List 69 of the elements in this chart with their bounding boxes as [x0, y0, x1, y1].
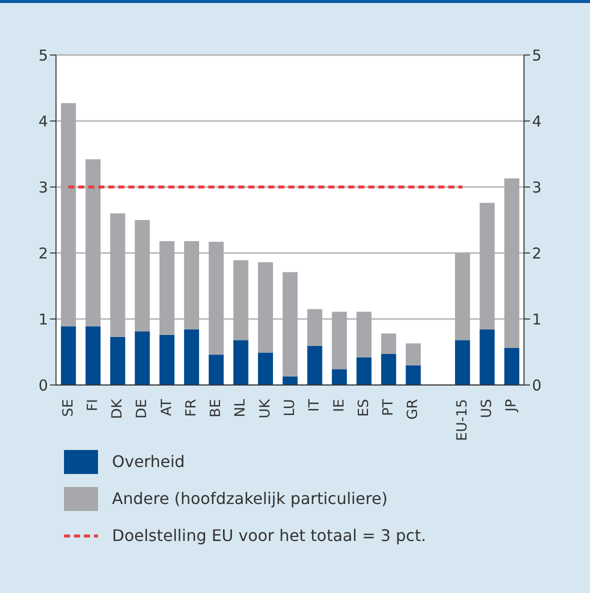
x-tick-label: FI: [84, 399, 101, 412]
legend-label: Doelstelling EU voor het totaal = 3 pct.: [112, 526, 426, 545]
y2-tick-label: 0: [532, 376, 542, 394]
bar: [282, 376, 298, 385]
bar: [356, 312, 372, 358]
x-tick-label: US: [479, 398, 496, 418]
bar: [282, 272, 298, 376]
x-tick-label: NL: [232, 398, 249, 418]
x-tick-label: GR: [405, 398, 422, 420]
x-tick-label: AT: [158, 398, 175, 416]
bar: [208, 242, 224, 355]
x-tick-label: DE: [134, 399, 150, 419]
y2-tick-label: 3: [532, 178, 542, 196]
y-tick-label: 3: [38, 178, 48, 196]
bar: [480, 202, 495, 330]
y2-tick-label: 1: [532, 310, 542, 328]
bar: [60, 103, 76, 326]
y-tick-label: 5: [38, 46, 48, 64]
bar: [159, 334, 174, 385]
bar: [184, 241, 200, 330]
x-tick-label: PT: [380, 398, 397, 416]
bar: [233, 340, 248, 385]
bar: [110, 336, 126, 385]
y2-tick-label: 4: [532, 112, 542, 130]
bar: [406, 343, 421, 366]
y-tick-label: 1: [38, 310, 48, 328]
legend-label: Andere (hoofdzakelijk particuliere): [112, 489, 388, 508]
bar: [356, 357, 372, 385]
x-tick-label: FR: [183, 398, 200, 417]
bar: [307, 309, 322, 346]
bar: [504, 348, 520, 385]
bar: [455, 340, 470, 385]
bar: [86, 159, 101, 326]
x-tick-label: DK: [110, 398, 126, 419]
bar: [258, 352, 273, 385]
bar: [86, 326, 101, 385]
bar: [504, 178, 520, 348]
bar: [60, 326, 76, 385]
x-tick-label: BE: [208, 399, 224, 418]
y2-tick-label: 2: [532, 244, 542, 262]
bar: [381, 334, 396, 354]
bar: [159, 241, 174, 335]
bar: [381, 354, 396, 385]
bar: [110, 213, 126, 337]
bar: [208, 354, 224, 385]
y2-tick-label: 5: [532, 46, 542, 64]
x-tick-label: ES: [356, 398, 372, 417]
bar: [184, 330, 200, 385]
x-tick-label: IT: [306, 398, 323, 412]
y-tick-label: 2: [38, 244, 48, 262]
y-tick-label: 0: [38, 376, 48, 394]
bar: [332, 312, 347, 370]
bar: [233, 260, 248, 340]
bar: [258, 262, 273, 353]
bar: [455, 253, 470, 340]
bar: [332, 369, 347, 385]
bar: [134, 332, 150, 385]
x-tick-label: EU-15: [454, 399, 470, 441]
y-tick-label: 4: [38, 112, 48, 130]
x-tick-label: IE: [331, 399, 348, 412]
bar: [480, 330, 495, 385]
bar: [307, 346, 322, 385]
bar: [406, 365, 421, 385]
x-tick-label: UK: [257, 398, 274, 418]
x-tick-label: LU: [282, 399, 298, 416]
legend-label: Overheid: [112, 452, 185, 471]
x-tick-label: JP: [504, 399, 520, 413]
x-tick-label: SE: [60, 399, 76, 417]
bar: [134, 220, 150, 332]
